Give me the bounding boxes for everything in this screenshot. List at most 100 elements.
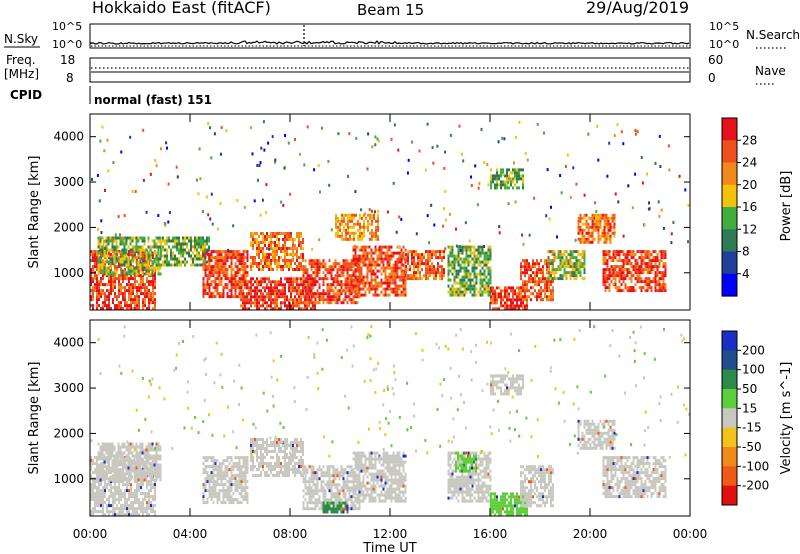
data-cell [376,275,379,279]
data-cell [357,234,359,238]
data-cell [427,262,429,266]
data-cell [127,263,130,267]
data-cell [137,260,140,264]
data-cell [124,489,126,493]
data-cell [443,207,445,211]
data-cell [382,293,385,297]
noise-right-tick-top: 10^5 [709,20,739,33]
data-cell [260,241,262,244]
data-cell [532,262,534,266]
data-cell [127,478,130,482]
data-cell [358,263,361,267]
data-cell [172,245,174,249]
data-cell [646,172,648,176]
data-cell [620,265,623,269]
data-cell [199,177,202,181]
data-cell [126,486,128,490]
data-cell [118,280,120,284]
data-cell [142,465,144,469]
data-cell [384,254,387,258]
data-cell [300,295,302,299]
data-cell [94,456,96,460]
data-cell [429,274,431,278]
data-cell [520,295,522,299]
data-cell [439,256,441,260]
data-cell [521,233,524,237]
data-cell [508,295,510,299]
data-cell [437,256,439,260]
data-cell [222,250,225,254]
data-cell [262,259,264,262]
data-cell [457,248,460,252]
data-cell [668,168,671,172]
data-cell [258,247,260,250]
data-cell [548,283,550,287]
data-cell [368,290,371,294]
data-cell [294,244,296,247]
data-cell [461,278,464,282]
data-cell [478,182,481,186]
data-cell [238,253,241,257]
data-cell [459,257,462,261]
data-cell [337,225,339,229]
data-cell [125,472,128,476]
data-cell [220,256,223,260]
data-cell [356,266,359,270]
data-cell [377,222,379,226]
data-cell [142,274,144,278]
data-cell [294,238,296,241]
data-cell [413,262,415,266]
data-cell [128,456,130,460]
data-cell [151,272,154,276]
data-cell [583,193,586,197]
data-cell [133,466,136,470]
data-cell [524,292,526,296]
data-cell [485,263,488,267]
data-cell [92,495,94,499]
data-cell [222,289,225,293]
data-cell [503,137,506,141]
data-cell [282,250,284,253]
data-cell [650,289,653,293]
data-cell [648,277,651,281]
data-cell [154,274,156,278]
data-cell [130,301,132,305]
data-cell [288,235,290,238]
data-cell [439,253,441,257]
data-cell [595,210,598,214]
data-cell [415,232,418,236]
data-cell [380,254,383,258]
data-cell [346,238,349,241]
data-cell [640,271,643,275]
data-cell [601,213,604,217]
data-cell [124,483,126,487]
data-cell [280,307,282,311]
data-cell [90,459,92,463]
data-cell [344,289,347,293]
data-cell [394,290,397,294]
data-cell [105,442,108,446]
data-cell [618,265,621,269]
data-cell [616,289,619,293]
data-cell [151,266,154,270]
data-cell [496,286,498,290]
data-cell [479,290,482,294]
data-cell [135,266,138,270]
data-cell [240,268,243,272]
data-cell [124,274,126,278]
data-cell [140,483,142,487]
data-cell [407,253,409,257]
data-cell [485,260,488,264]
data-cell [270,247,272,250]
data-cell [465,254,468,258]
data-cell [282,292,284,296]
data-cell [628,268,631,272]
data-cell [97,478,100,482]
data-cell [334,295,337,299]
data-cell [101,254,104,258]
data-cell [258,304,260,308]
data-cell [306,268,309,272]
data-cell [147,239,150,243]
data-cell [99,454,102,458]
